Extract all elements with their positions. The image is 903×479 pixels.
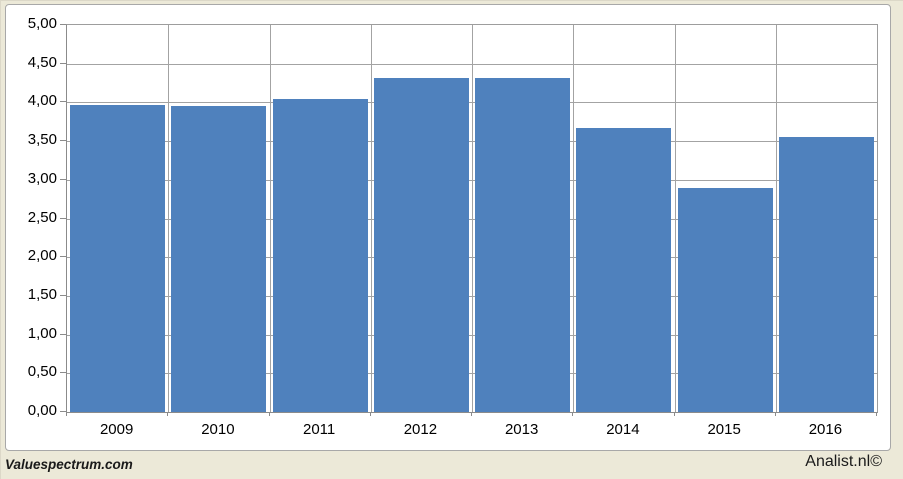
gridline-vertical — [675, 25, 676, 412]
y-tick — [60, 217, 66, 219]
x-tick — [876, 412, 877, 416]
plot-area — [66, 24, 878, 413]
y-tick-label: 4,50 — [27, 53, 57, 71]
y-tick-label: 1,50 — [27, 285, 57, 303]
bar — [475, 78, 570, 412]
x-tick — [572, 412, 573, 416]
x-category-label: 2014 — [606, 421, 640, 438]
bar — [273, 99, 368, 412]
x-category-label: 2009 — [99, 421, 134, 438]
x-category-label: 2011 — [302, 421, 336, 438]
x-category-label: 2015 — [707, 421, 741, 438]
gridline-vertical — [270, 25, 271, 412]
y-tick-label: 1,00 — [27, 324, 57, 342]
y-tick-label: 3,00 — [27, 169, 57, 187]
x-tick — [269, 412, 270, 416]
y-tick — [60, 411, 66, 412]
bar — [171, 106, 266, 412]
y-tick — [60, 294, 66, 296]
y-tick — [60, 62, 66, 64]
gridline-vertical — [472, 25, 473, 412]
gridline-vertical — [776, 25, 777, 412]
gridline-vertical — [168, 25, 169, 412]
y-tick — [60, 140, 66, 142]
x-tick — [775, 412, 776, 416]
bar — [70, 104, 165, 412]
y-tick-label: 4,00 — [27, 92, 57, 110]
bar — [576, 127, 671, 412]
gridline-vertical — [371, 25, 372, 412]
y-tick — [60, 24, 66, 25]
x-tick — [370, 412, 371, 416]
x-category-label: 2012 — [403, 421, 438, 438]
x-tick — [674, 412, 675, 416]
y-tick-label: 2,50 — [27, 208, 57, 226]
watermark-analist: Analist.nl© — [805, 453, 882, 470]
y-tick — [60, 101, 66, 103]
y-tick — [60, 256, 66, 258]
bar — [374, 78, 469, 412]
y-tick — [60, 333, 66, 335]
y-tick-label: 0,50 — [27, 363, 57, 381]
x-category-label: 2016 — [808, 421, 843, 438]
y-tick-label: 2,00 — [27, 247, 57, 265]
gridline-vertical — [573, 25, 574, 412]
y-tick-label: 3,50 — [27, 131, 57, 149]
y-tick-label: 0,00 — [27, 402, 57, 419]
x-category-label: 2010 — [201, 421, 235, 438]
y-tick-label: 5,00 — [27, 15, 57, 32]
watermark-valuespectrum: Valuespectrum.com — [5, 457, 133, 472]
x-tick — [66, 412, 67, 416]
bar — [779, 137, 874, 412]
y-tick — [60, 372, 66, 374]
x-category-label: 2013 — [504, 421, 539, 438]
y-tick — [60, 178, 66, 180]
x-tick — [167, 412, 168, 416]
bar — [678, 187, 773, 412]
x-tick — [471, 412, 472, 416]
